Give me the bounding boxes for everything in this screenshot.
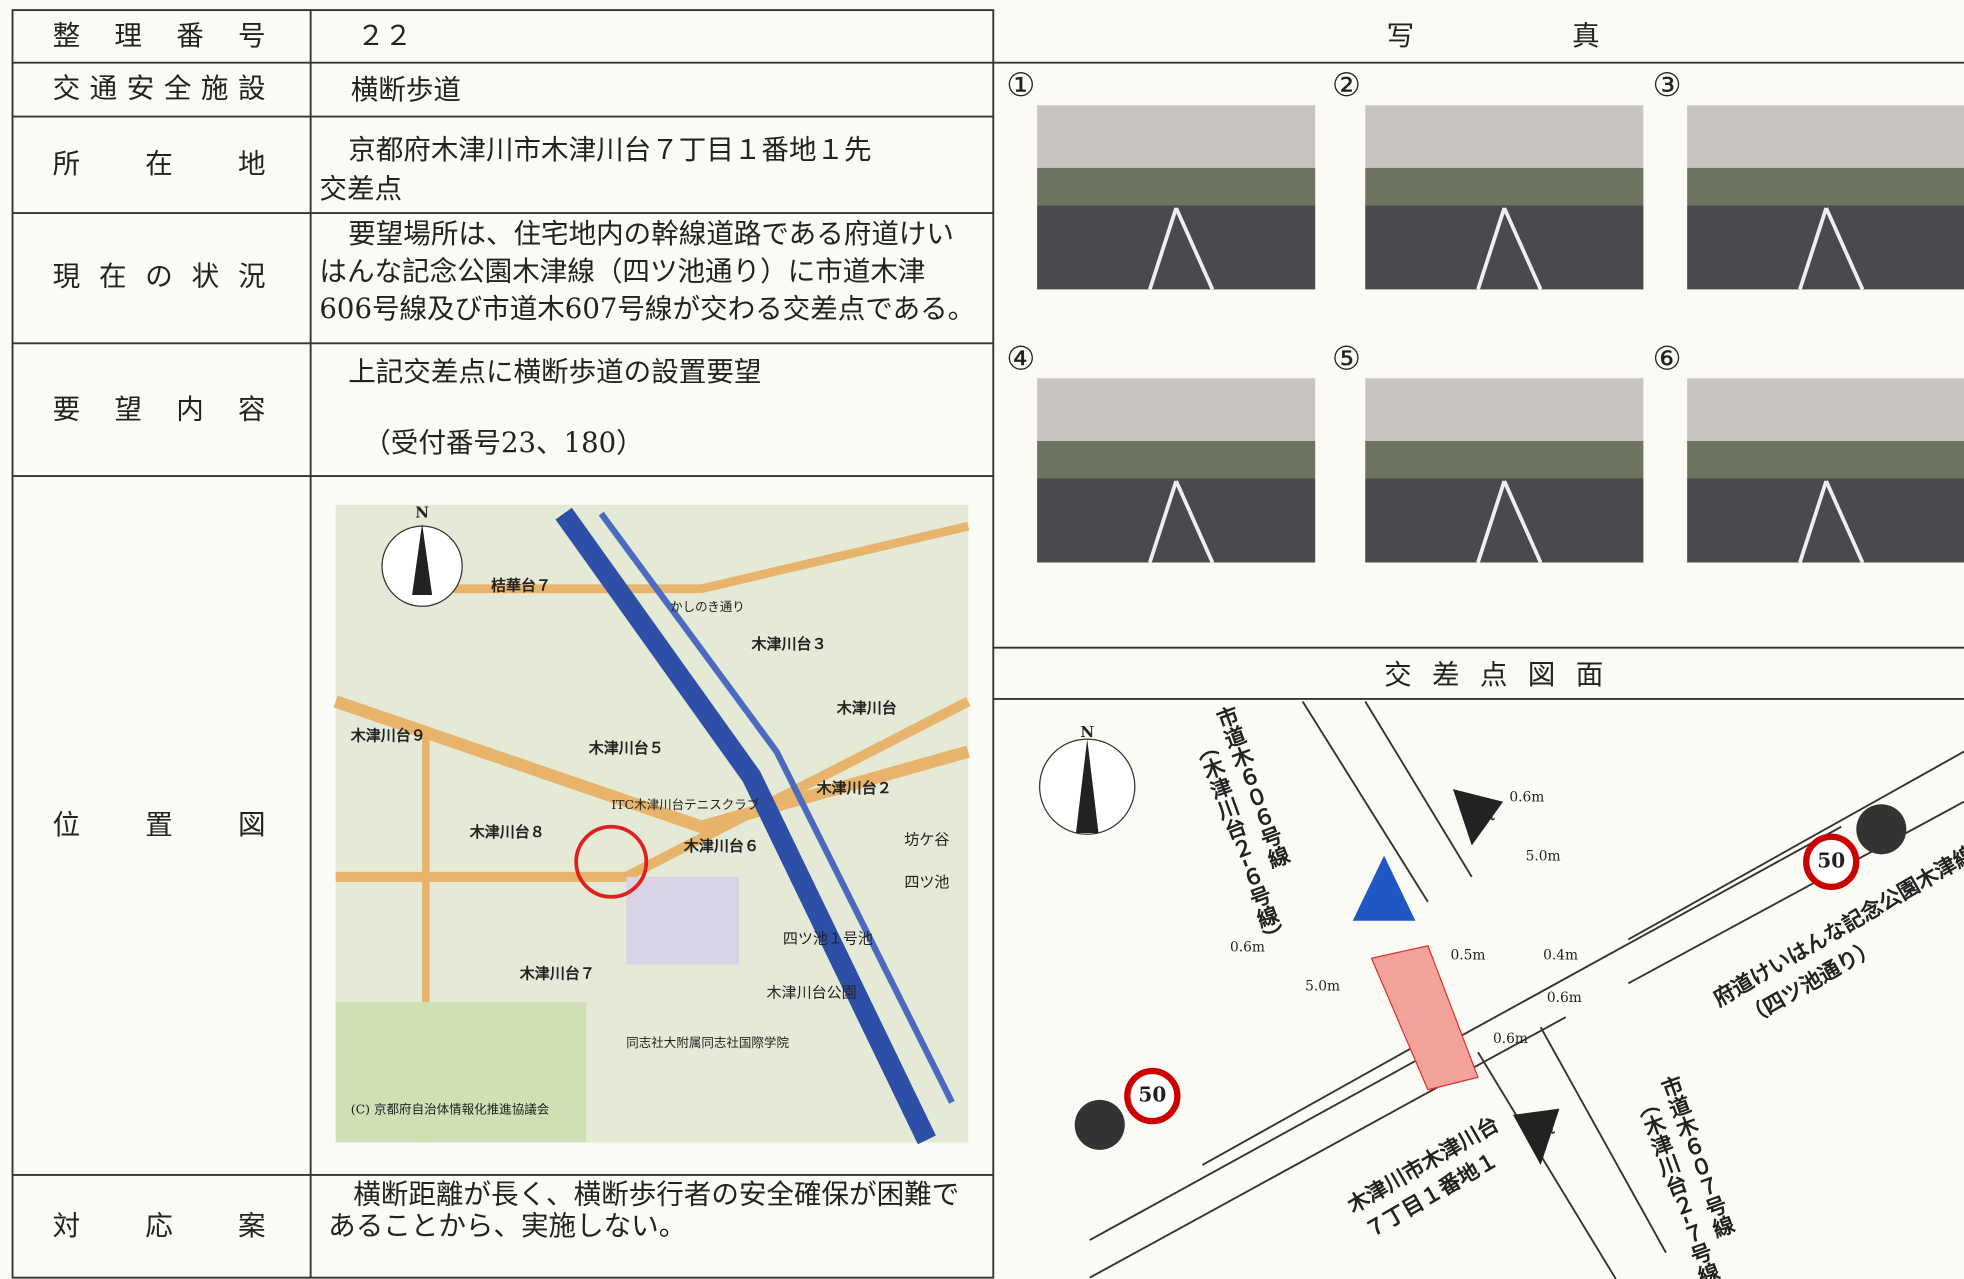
measure: 0.5m xyxy=(1450,947,1485,963)
row-value: 要望場所は、住宅地内の幹線道路である府道けい xyxy=(348,218,954,250)
photo-marking xyxy=(1798,480,1865,564)
photo-trees xyxy=(1037,440,1316,479)
photo-road xyxy=(1687,205,1964,290)
photo-number: ② xyxy=(1332,66,1361,104)
sign-text: 50 xyxy=(1817,848,1845,872)
photo-road xyxy=(1365,205,1644,290)
row-value: 横断距離が長く、横断歩行者の安全確保が困難で xyxy=(353,1179,959,1211)
map-label: 四ツ池 xyxy=(904,873,949,891)
photo-trees xyxy=(1687,440,1964,479)
map-label: 木津川台９ xyxy=(350,727,426,745)
map-label: かしのき通り xyxy=(670,599,745,614)
row-value: 交差点 xyxy=(319,173,402,205)
map-label: 木津川台３ xyxy=(751,635,827,653)
measure: 5.0m xyxy=(1526,848,1561,864)
measure: 0.4m xyxy=(1543,947,1578,963)
photo-road xyxy=(1365,478,1644,563)
photo-marking xyxy=(1148,207,1215,291)
row-value: 上記交差点に横断歩道の設置要望 xyxy=(348,356,761,388)
photo-marking xyxy=(1476,207,1543,291)
photo-number: ⑤ xyxy=(1332,339,1361,377)
row-value: あることから、実施しない。 xyxy=(328,1210,686,1242)
photo-marking xyxy=(1148,480,1215,564)
photo-trees xyxy=(1365,440,1644,479)
row-value: はんな記念公園木津線（四ツ池通り）に市道木津 xyxy=(319,256,925,288)
photo-trees xyxy=(1365,167,1644,206)
photo-marking xyxy=(1476,480,1543,564)
map-label: ITC木津川台テニスクラブ xyxy=(611,797,760,812)
photo-number: ④ xyxy=(1006,339,1035,377)
map-label: 四ツ池１号池 xyxy=(783,929,873,947)
map-label: 木津川台５ xyxy=(588,739,664,757)
measure: 5.0m xyxy=(1305,979,1340,995)
map-label: (C) 京都府自治体情報化推進協議会 xyxy=(351,1101,550,1116)
row-value: 京都府木津川市木津川台７丁目１番地１先 xyxy=(348,134,871,166)
photo-number: ⑥ xyxy=(1653,339,1682,377)
measure: 0.6m xyxy=(1230,940,1265,956)
map-label: 木津川台公園 xyxy=(767,983,857,1001)
photo-number: ① xyxy=(1006,66,1035,104)
photo-road xyxy=(1037,205,1316,290)
map-label: 木津川台２ xyxy=(816,779,892,797)
measure: 0.6m xyxy=(1493,1031,1528,1047)
map-label: 桔華台７ xyxy=(491,576,551,594)
photos: 写真① ② ③④ ⑤ ⑥ xyxy=(1006,20,1964,564)
map-label: 木津川台７ xyxy=(519,965,595,983)
location-map: N 桔華台７ 木津川台９ 木津川台５ 木津川台８ 木津川台６ 木津川台７ 木津川台３ 木津川台… xyxy=(333,504,971,1145)
row-value: 横断歩道 xyxy=(351,74,461,106)
svg-text:N: N xyxy=(1080,723,1094,741)
svg-text:N: N xyxy=(415,504,429,522)
photo-marking xyxy=(1798,207,1865,291)
photo-number: ③ xyxy=(1653,66,1682,104)
map-label: 木津川台６ xyxy=(683,837,759,855)
row-value: （受付番号23、180） xyxy=(363,427,643,459)
map-label: 坊ケ谷 xyxy=(904,831,949,849)
sign-text: とまれ xyxy=(1521,1122,1556,1136)
photo-trees xyxy=(1687,167,1964,206)
table-grid xyxy=(11,9,1964,1279)
map-label: 木津川台８ xyxy=(469,823,545,841)
map-label: 木津川台 xyxy=(836,699,897,717)
measure: 0.6m xyxy=(1509,789,1544,805)
sign-text: とまれ xyxy=(1461,809,1496,823)
photo-trees xyxy=(1037,167,1316,206)
sign-text: 50 xyxy=(1138,1083,1166,1107)
map-label: 同志社大附属同志社国際学院 xyxy=(626,1035,789,1050)
measure: 0.6m xyxy=(1547,990,1582,1006)
photo-road xyxy=(1037,478,1316,563)
row-value: 606号線及び市道木607号線が交わる交差点である。 xyxy=(319,293,975,325)
row-value: ２２ xyxy=(357,20,412,52)
photo-road xyxy=(1687,478,1964,563)
